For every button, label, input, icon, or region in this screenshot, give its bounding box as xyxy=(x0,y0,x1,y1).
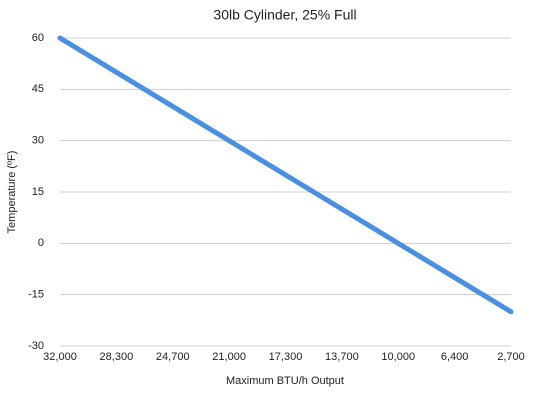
y-tick-label: -30 xyxy=(28,340,44,352)
y-tick-label: 30 xyxy=(32,135,44,147)
y-tick-label: 0 xyxy=(38,237,44,249)
x-tick-label: 2,700 xyxy=(497,351,525,363)
x-axis-label: Maximum BTU/h Output xyxy=(226,375,344,387)
x-tick-label: 10,000 xyxy=(381,351,415,363)
x-tick-label: 21,000 xyxy=(212,351,246,363)
x-tick-label: 32,000 xyxy=(43,351,77,363)
x-tick-label: 13,700 xyxy=(325,351,359,363)
x-tick-label: 17,300 xyxy=(269,351,303,363)
y-tick-label: -15 xyxy=(28,289,44,301)
y-tick-label: 45 xyxy=(32,83,44,95)
y-tick-label: 60 xyxy=(32,32,44,44)
x-tick-label: 28,300 xyxy=(100,351,134,363)
x-tick-label: 6,400 xyxy=(441,351,469,363)
y-axis-label: Temperature (ºF) xyxy=(6,151,18,234)
x-tick-label: 24,700 xyxy=(156,351,190,363)
chart-title: 30lb Cylinder, 25% Full xyxy=(213,7,356,23)
y-tick-label: 15 xyxy=(32,186,44,198)
data-line xyxy=(57,35,514,315)
